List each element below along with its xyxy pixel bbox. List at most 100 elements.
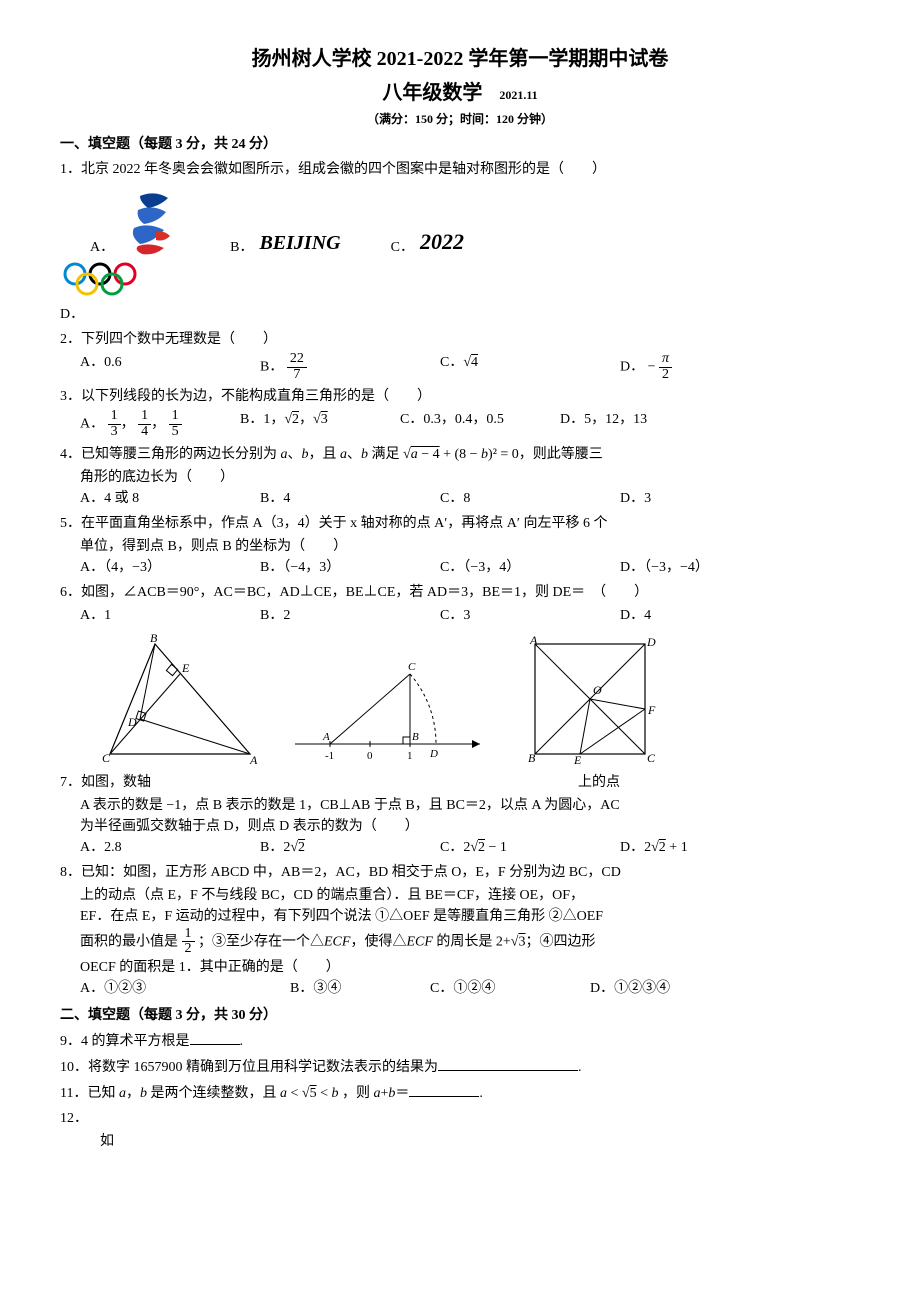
q1-optB: B． BEIJING [230, 228, 340, 258]
q6-A: A．1 [80, 605, 250, 626]
q3-A-f3: 15 [169, 409, 182, 439]
q2-B-label: B． [260, 359, 283, 374]
q3-C: C．0.3，0.4，0.5 [400, 409, 550, 439]
q5-opts: A．（4，−3） B．（−4，3） C．（−3，4） D．（−3，−4） [80, 557, 860, 578]
q3-opts: A． 13， 14， 15 B．1，√2，√3 C．0.3，0.4，0.5 D．… [80, 409, 860, 439]
q7-l1a: 7．如图，数轴 [60, 775, 151, 790]
olympic-rings-icon [60, 260, 140, 300]
svg-text:0: 0 [367, 750, 373, 762]
q7-C: C．2√2 − 1 [440, 837, 610, 858]
q8-l4b: ；③至少存在一个△ECF，使得△ECF 的周长是 2+√3；④四边形 [198, 934, 596, 949]
exam-date: 2021.11 [499, 88, 537, 102]
q8-line1: 8．已知：如图，正方形 ABCD 中，AB＝2，AC，BD 相交于点 O，E，F… [60, 862, 860, 883]
q2-C-label: C． [440, 355, 463, 370]
q7-line1: 7．如图，数轴 上的点 [60, 772, 860, 793]
q3-text: 3．以下列线段的长为边，不能构成直角三角形的是（ ） [60, 386, 860, 407]
q1-C-label: C． [391, 237, 414, 258]
q1-optC: C． 2022 [391, 225, 464, 258]
svg-text:D: D [127, 715, 137, 729]
svg-text:B: B [150, 634, 158, 645]
q3-A: A． 13， 14， 15 [80, 409, 230, 439]
q4-D: D．3 [620, 488, 790, 509]
subject: 八年级数学 [382, 82, 482, 104]
year-text: 2022 [420, 225, 464, 258]
q8-line4: 面积的最小值是 12 ；③至少存在一个△ECF，使得△ECF 的周长是 2+√3… [80, 927, 860, 957]
q2-D-label: D． [620, 359, 644, 374]
q10-blank [438, 1056, 578, 1071]
q1-text: 1．北京 2022 年冬奥会会徽如图所示，组成会徽的四个图案中是轴对称图形的是（… [60, 159, 860, 180]
q4-opts: A．4 或 8 B．4 C．8 D．3 [80, 488, 860, 509]
q11-blank [409, 1082, 479, 1097]
q10-b: . [578, 1060, 582, 1075]
q4-C: C．8 [440, 488, 610, 509]
q5-line1: 5．在平面直角坐标系中，作点 A（3，4）关于 x 轴对称的点 A′，再将点 A… [60, 513, 860, 534]
q9-a: 9．4 的算术平方根是 [60, 1034, 190, 1049]
svg-text:D: D [646, 635, 656, 649]
q10: 10．将数字 1657900 精确到万位且用科学记数法表示的结果为. [60, 1056, 860, 1078]
q5-A: A．（4，−3） [80, 557, 250, 578]
q8-frac: 12 [182, 927, 195, 957]
q1-optA: A． [90, 188, 180, 258]
q4-line2: 角形的底边长为（ ） [80, 467, 860, 488]
q9-b: . [240, 1034, 244, 1049]
q7-opts: A．2.8 B．2√2 C．2√2 − 1 D．2√2 + 1 [80, 837, 860, 858]
exam-title-line2: 八年级数学 2021.11 [60, 78, 860, 108]
q2-D-frac: π2 [659, 352, 672, 382]
d: 4 [138, 425, 151, 440]
svg-text:O: O [593, 683, 602, 697]
q2-D-den: 2 [659, 368, 672, 383]
svg-text:A: A [249, 753, 258, 764]
q6-opts: A．1 B．2 C．3 D．4 [80, 605, 860, 626]
q11-a: 11．已知 a，b 是两个连续整数，且 a < √5 < b ，则 a+b＝ [60, 1086, 409, 1101]
n: 1 [108, 409, 121, 425]
svg-text:B: B [528, 751, 536, 764]
svg-text:A: A [322, 731, 330, 743]
q7-B: B．2√2 [260, 837, 430, 858]
emblem-icon [120, 188, 180, 258]
svg-text:E: E [181, 661, 190, 675]
q10-a: 10．将数字 1657900 精确到万位且用科学记数法表示的结果为 [60, 1060, 438, 1075]
svg-text:C: C [408, 661, 416, 673]
d: 3 [108, 425, 121, 440]
q1-B-label: B． [230, 237, 253, 258]
n: 1 [138, 409, 151, 425]
q5-C: C．（−3，4） [440, 557, 610, 578]
q8-A: A．①②③ [80, 978, 280, 999]
q6-D: D．4 [620, 605, 790, 626]
q2-D-num: π [659, 352, 672, 368]
q2-C-val: √4 [463, 355, 478, 370]
q7-line3: 为半径画弧交数轴于点 D，则点 D 表示的数为（ ） [80, 816, 860, 837]
q2-A: A．0.6 [80, 352, 250, 382]
q7-A: A．2.8 [80, 837, 250, 858]
q9: 9．4 的算术平方根是. [60, 1030, 860, 1052]
section2-heading: 二、填空题（每题 3 分，共 30 分） [60, 1005, 860, 1026]
q3-B: B．1，√2，√3 [240, 409, 390, 439]
svg-text:C: C [102, 751, 111, 764]
svg-text:F: F [647, 703, 656, 717]
q6-B: B．2 [260, 605, 430, 626]
q8-line2: 上的动点（点 E，F 不与线段 BC，CD 的端点重合）．且 BE＝CF，连接 … [80, 885, 860, 906]
q1-D-label: D． [60, 304, 860, 325]
q4-B: B．4 [260, 488, 430, 509]
q12-b: 如 [100, 1131, 860, 1152]
svg-text:1: 1 [407, 750, 413, 762]
q2-opts: A．0.6 B． 227 C．√4 D． − π2 [80, 352, 860, 382]
n: 1 [182, 927, 195, 943]
exam-info: （满分：150 分；时间：120 分钟） [60, 110, 860, 128]
q11-b: . [479, 1086, 483, 1101]
q8-figure: A D B C O E F [520, 634, 660, 764]
q5-line2: 单位，得到点 B，则点 B 的坐标为（ ） [80, 536, 860, 557]
exam-title-line1: 扬州树人学校 2021-2022 学年第一学期期中试卷 [60, 44, 860, 74]
q8-opts: A．①②③ B．③④ C．①②④ D．①②③④ [80, 978, 860, 999]
q9-blank [190, 1030, 240, 1045]
q11: 11．已知 a，b 是两个连续整数，且 a < √5 < b ，则 a+b＝. [60, 1082, 860, 1104]
svg-text:-1: -1 [325, 750, 334, 762]
q3-A-f2: 14 [138, 409, 151, 439]
q8-line5: OECF 的面积是 1．其中正确的是（ ） [80, 957, 860, 978]
q6-text: 6．如图，∠ACB＝90°，AC＝BC，AD⊥CE，BE⊥CE，若 AD＝3，B… [60, 582, 860, 603]
q2-B-frac: 227 [287, 352, 307, 382]
q5-B: B．（−4，3） [260, 557, 430, 578]
q1-logos: A． B． BEIJING C． 2022 [90, 188, 860, 258]
q4-line1: 4．已知等腰三角形的两边长分别为 a、b，且 a、b 满足 √a − 4 + (… [60, 444, 860, 465]
svg-text:E: E [573, 753, 582, 764]
